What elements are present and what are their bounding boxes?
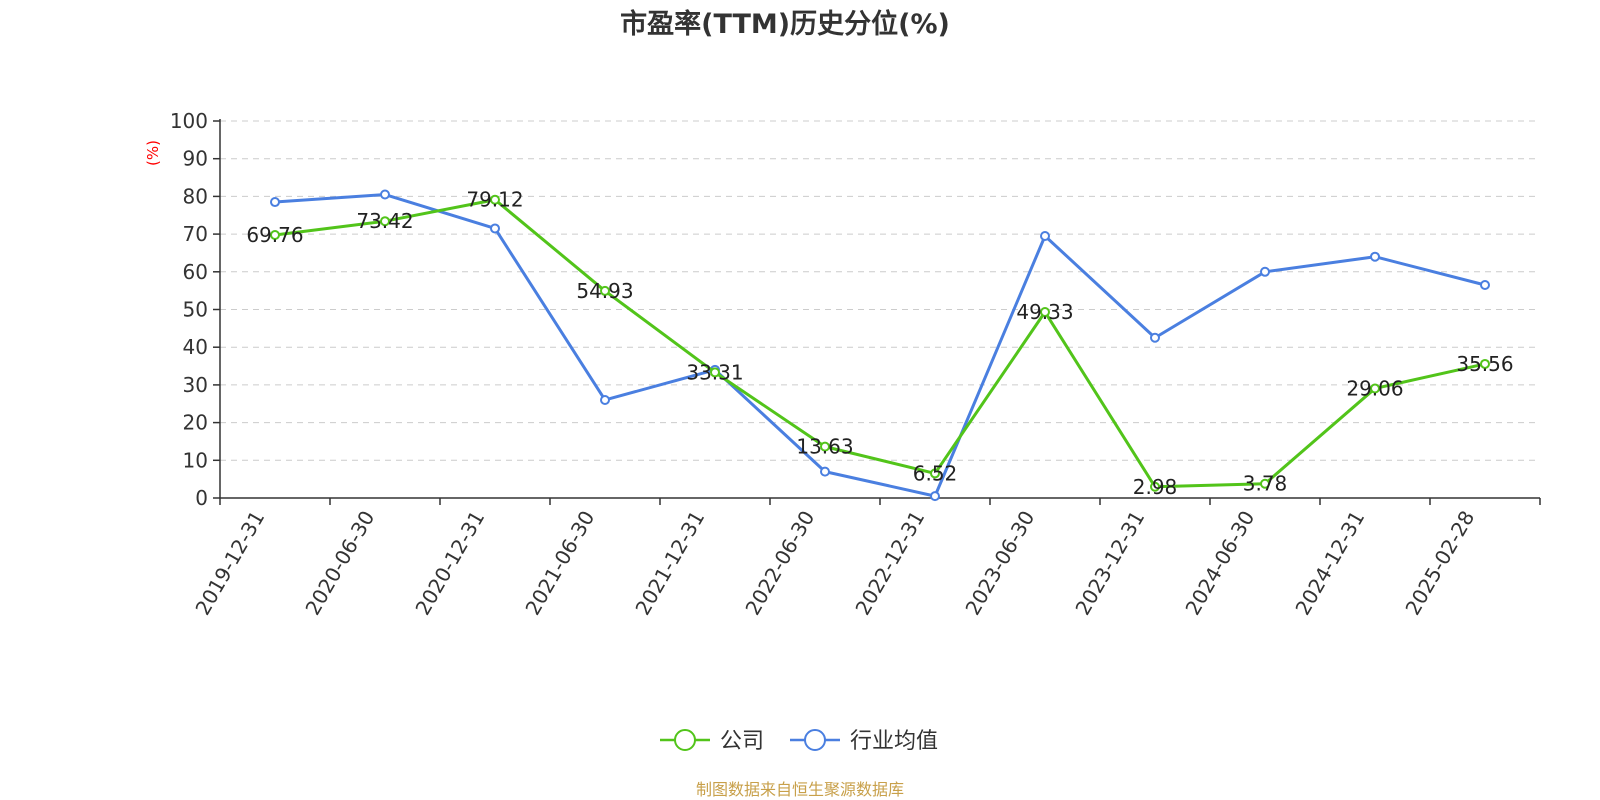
data-label-company: 2.98 (1133, 475, 1178, 499)
data-point-company (1480, 358, 1490, 369)
x-tick-label: 2024-06-30 (1180, 507, 1259, 620)
y-tick-label: 100 (170, 109, 208, 133)
grid-lines (220, 120, 1540, 461)
data-label-company: 29.06 (1346, 376, 1403, 400)
y-tick-label: 80 (183, 184, 208, 208)
data-point-industry-average (1040, 230, 1050, 241)
y-tick-label: 50 (183, 298, 208, 322)
y-tick-label: 20 (183, 411, 208, 435)
data-point-company (710, 367, 720, 378)
data-point-industry-average (490, 223, 500, 234)
data-point-company (600, 285, 610, 296)
y-tick-label: 30 (183, 373, 208, 397)
x-tick-label: 2025-02-28 (1400, 507, 1479, 620)
series-line-company (274, 198, 1486, 489)
x-tick-label: 2021-12-31 (630, 507, 709, 620)
chart-title: 市盈率(TTM)历史分位(%) (620, 8, 950, 40)
data-labels: 69.76 73.42 79.12 54.93 33.31 13.63 6.52 49.33 2… (246, 188, 1513, 499)
legend: 公司 行业均值 (660, 729, 938, 754)
y-tick-label: 70 (183, 222, 208, 246)
legend-label-company: 公司 (720, 729, 764, 754)
x-tick-label: 2022-12-31 (850, 507, 929, 620)
data-label-company: 35.56 (1456, 352, 1513, 376)
y-axis-label: (%) (144, 140, 162, 166)
y-tick-label: 90 (183, 147, 208, 171)
data-label-company: 73.42 (356, 209, 413, 233)
data-point-company (1260, 478, 1270, 489)
data-point-company (380, 216, 390, 227)
data-point-company (1150, 481, 1160, 492)
data-point-industry-average (1480, 279, 1490, 290)
x-tick-label: 2019-12-31 (190, 507, 269, 620)
data-label-company: 54.93 (576, 279, 633, 303)
data-label-company: 49.33 (1016, 300, 1073, 324)
data-point-company (1040, 307, 1050, 318)
y-tick-label: 40 (183, 335, 208, 359)
data-point-company (490, 194, 500, 205)
data-point-company (270, 230, 280, 241)
series-line-industry-average (274, 193, 1486, 498)
legend-label-industry-average: 行业均值 (850, 729, 938, 754)
data-point-industry-average (820, 466, 830, 477)
source-note: 制图数据来自恒生聚源数据库 (696, 780, 904, 799)
data-label-company: 3.78 (1243, 472, 1288, 496)
legend-marker-industry-average (804, 729, 826, 751)
y-tick-label: 0 (195, 486, 208, 510)
data-label-company: 69.76 (246, 223, 303, 247)
data-point-industry-average (270, 197, 280, 208)
data-point-company (930, 468, 940, 479)
data-point-industry-average (1370, 251, 1380, 262)
data-label-company: 79.12 (466, 188, 523, 212)
x-tick-label: 2021-06-30 (520, 507, 599, 620)
legend-item-industry-average[interactable]: 行业均值 (790, 729, 938, 754)
x-tick-label: 2024-12-31 (1290, 507, 1369, 620)
data-point-industry-average (1150, 332, 1160, 343)
data-point-company (820, 441, 830, 452)
data-label-company: 33.31 (686, 360, 743, 384)
y-tick-label: 60 (183, 260, 208, 284)
legend-item-company[interactable]: 公司 (660, 729, 764, 754)
x-tick-label: 2023-12-31 (1070, 507, 1149, 620)
x-tick-label: 2020-06-30 (300, 507, 379, 620)
x-tick-label: 2023-06-30 (960, 507, 1039, 620)
data-point-industry-average (930, 491, 940, 502)
legend-marker-company (674, 729, 696, 751)
axes: 0 10 20 30 40 50 60 70 80 90 100 2019-12-31 2020-06-… (170, 109, 1541, 620)
data-point-industry-average (380, 189, 390, 200)
series-lines (270, 189, 1490, 502)
x-tick-label: 2022-06-30 (740, 507, 819, 620)
y-tick-label: 10 (183, 448, 208, 472)
data-label-company: 13.63 (796, 435, 853, 459)
data-label-company: 6.52 (913, 461, 958, 485)
x-tick-label: 2020-12-31 (410, 507, 489, 620)
data-point-industry-average (600, 394, 610, 405)
data-point-company (1370, 383, 1380, 394)
data-point-industry-average (1260, 266, 1270, 277)
